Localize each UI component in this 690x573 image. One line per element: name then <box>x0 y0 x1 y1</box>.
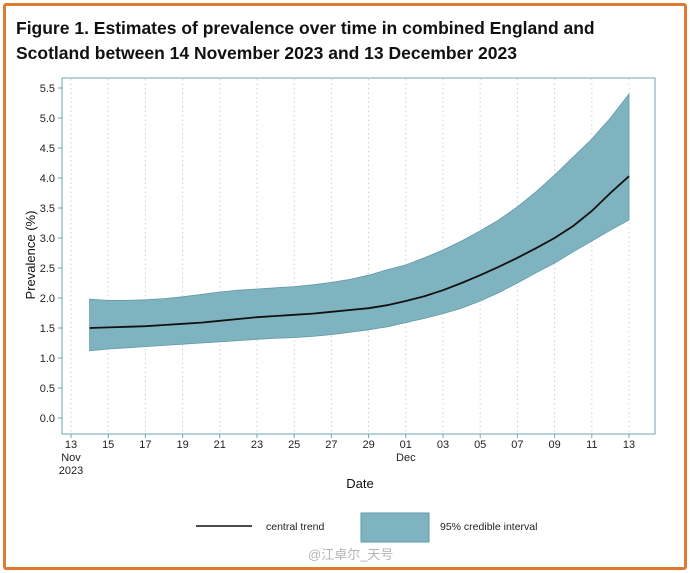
x-axis-title: Date <box>346 476 373 491</box>
watermark-text: @江卓尔_天号 <box>308 547 394 562</box>
y-tick-label: 0.5 <box>40 383 55 395</box>
y-axis-title: Prevalence (%) <box>23 211 38 300</box>
y-tick-label: 0.0 <box>40 413 55 425</box>
x-tick-label: 03 <box>437 439 449 451</box>
y-tick-label: 2.5 <box>40 263 55 275</box>
y-tick-label: 4.5 <box>40 143 55 155</box>
y-tick-label: 5.0 <box>40 113 55 125</box>
x-tick-label: 13 <box>65 439 77 451</box>
legend: central trend 95% credible interval <box>196 512 537 543</box>
chart-title: Figure 1. Estimates of prevalence over t… <box>16 18 595 63</box>
x-tick-label: 23 <box>251 439 263 451</box>
y-tick-label: 3.0 <box>40 233 55 245</box>
plot-area <box>61 77 656 435</box>
x-tick-label: 01 <box>400 439 412 451</box>
legend-trend-label: central trend <box>266 521 325 533</box>
x-tick-label: 13 <box>623 439 635 451</box>
x-tick-label: 27 <box>325 439 337 451</box>
x-tick-label: 17 <box>139 439 151 451</box>
x-tick-label: 19 <box>176 439 188 451</box>
y-tick-label: 4.0 <box>40 173 55 185</box>
x-tick-sublabel: Dec <box>396 452 416 464</box>
x-tick-sublabel: 2023 <box>59 465 83 477</box>
x-tick-label: 21 <box>214 439 226 451</box>
y-tick-label: 1.0 <box>40 353 55 365</box>
x-tick-label: 11 <box>586 439 597 451</box>
x-tick-label: 29 <box>362 439 374 451</box>
y-tick-label: 5.5 <box>40 83 55 95</box>
central-trend-line <box>89 175 630 329</box>
y-tick-label: 2.0 <box>40 293 55 305</box>
y-axis-ticks: 0.0 0.5 1.0 1.5 2.0 2.5 3.0 3.5 4.0 4.5 5.0 5.5 <box>40 83 62 425</box>
x-tick-label: 05 <box>474 439 486 451</box>
x-tick-label: 15 <box>102 439 114 451</box>
y-tick-label: 1.5 <box>40 323 55 335</box>
legend-interval-label: 95% credible interval <box>440 521 537 533</box>
credible-interval-band <box>89 92 630 352</box>
x-tick-label: 09 <box>548 439 560 451</box>
legend-interval-swatch <box>360 512 430 543</box>
x-tick-label: 07 <box>511 439 523 451</box>
x-tick-sublabel: Nov <box>61 452 81 464</box>
y-tick-label: 3.5 <box>40 203 55 215</box>
x-tick-label: 25 <box>288 439 300 451</box>
